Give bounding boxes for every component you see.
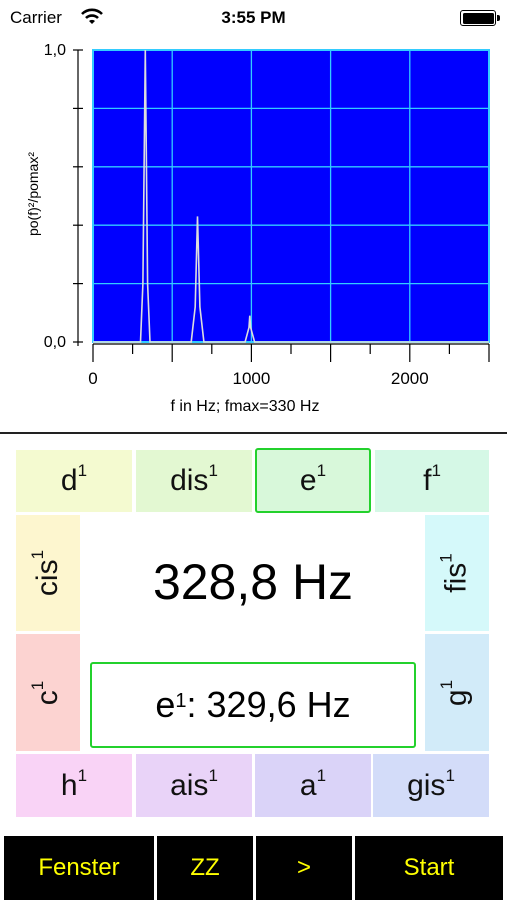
note-key-cis1[interactable]: cis1 bbox=[16, 515, 80, 631]
battery-icon bbox=[460, 10, 500, 26]
y-tick-label: 1,0 bbox=[44, 42, 66, 59]
y-tick-label: 0,0 bbox=[44, 334, 66, 351]
note-key-gis1[interactable]: gis1 bbox=[373, 754, 489, 817]
note-key-c1[interactable]: c1 bbox=[16, 634, 80, 751]
x-tick-label: 0 bbox=[88, 369, 97, 388]
fenster-button[interactable]: Fenster bbox=[4, 836, 154, 900]
next-button[interactable]: > bbox=[256, 836, 352, 900]
note-key-fis1[interactable]: fis1 bbox=[425, 515, 489, 631]
note-key-h1[interactable]: h1 bbox=[16, 754, 132, 817]
measured-frequency: 328,8 Hz bbox=[152, 554, 354, 610]
carrier-label: Carrier bbox=[10, 8, 62, 27]
status-bar: Carrier 3:55 PM bbox=[0, 0, 507, 36]
y-axis-label: po(f)²/pomax² bbox=[25, 152, 41, 236]
divider bbox=[0, 432, 507, 434]
note-key-ais1[interactable]: ais1 bbox=[136, 754, 252, 817]
spectrum-chart: 1,0 0,0 0 1000 2000 po(f)²/pomax² f in Hz; f… bbox=[25, 42, 490, 415]
target-note-octave: 1 bbox=[175, 689, 187, 712]
start-button[interactable]: Start bbox=[355, 836, 503, 900]
target-frequency: : 329,6 Hz bbox=[186, 684, 351, 725]
target-note: e bbox=[155, 684, 176, 725]
note-key-e1[interactable]: e1 bbox=[255, 448, 371, 513]
bottom-toolbar: Fenster ZZ > Start bbox=[0, 834, 507, 900]
x-tick-label: 1000 bbox=[232, 369, 270, 388]
note-key-d1[interactable]: d1 bbox=[16, 450, 132, 512]
axes: 1,0 0,0 0 1000 2000 bbox=[44, 42, 490, 388]
note-key-a1[interactable]: a1 bbox=[255, 754, 371, 817]
zz-button[interactable]: ZZ bbox=[157, 836, 253, 900]
status-time: 3:55 PM bbox=[221, 8, 286, 27]
series-line bbox=[93, 49, 489, 343]
note-key-f1[interactable]: f1 bbox=[375, 450, 489, 512]
note-key-dis1[interactable]: dis1 bbox=[136, 450, 252, 512]
plot-area bbox=[93, 50, 489, 342]
wifi-icon bbox=[81, 8, 103, 24]
x-tick-label: 2000 bbox=[391, 369, 429, 388]
note-key-g1[interactable]: g1 bbox=[425, 634, 489, 751]
x-axis-label: f in Hz; fmax=330 Hz bbox=[171, 398, 320, 415]
